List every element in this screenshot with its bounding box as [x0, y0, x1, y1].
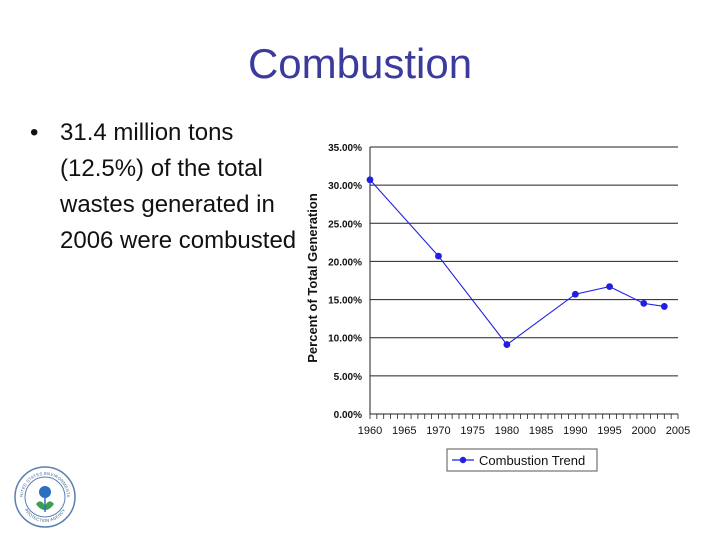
y-tick-label: 20.00% [328, 257, 362, 268]
y-tick-label: 35.00% [328, 143, 362, 154]
epa-seal-logo: UNITED STATES ENVIRONMENTAL PROTECTION A… [14, 466, 76, 528]
data-point [435, 252, 442, 260]
y-tick-label: 30.00% [328, 181, 362, 192]
data-point [503, 341, 511, 348]
chart-series [366, 176, 668, 348]
x-tick-label: 1990 [563, 425, 587, 437]
x-tick-label: 1980 [495, 425, 519, 437]
x-tick-label: 1970 [426, 425, 450, 437]
legend-label: Combustion Trend [479, 453, 585, 468]
slide-title: Combustion [247, 40, 473, 87]
chart-axes: 0.00% 5.00% 10.00% 15.00% 20.00% 25.00% 30.00%… [328, 143, 690, 437]
chart-grid [370, 146, 678, 415]
x-tick-label: 2005 [666, 425, 690, 437]
x-tick-label: 1975 [460, 425, 484, 437]
data-point [640, 299, 648, 307]
legend-marker [459, 456, 467, 464]
data-point [366, 176, 374, 184]
legend-box [446, 448, 598, 472]
x-tick-label: 1965 [392, 425, 416, 437]
data-point [606, 283, 613, 291]
bullet-dot: • [30, 119, 39, 146]
series-line [369, 179, 665, 346]
y-tick-label: 15.00% [328, 296, 362, 307]
data-point [660, 303, 668, 310]
x-tick-label: 2000 [632, 425, 656, 437]
x-tick-label: 1960 [358, 425, 382, 437]
x-tick-label: 1985 [529, 425, 553, 437]
y-axis-label: Percent of Total Generation [305, 193, 320, 363]
bullet-text: 31.4 million tons (12.5%) of the total w… [60, 119, 297, 254]
data-point [571, 290, 579, 298]
chart-legend: Combustion Trend [446, 448, 598, 472]
x-tick-label: 1995 [597, 425, 621, 437]
y-tick-label: 5.00% [334, 372, 362, 383]
y-tick-label: 10.00% [328, 334, 362, 345]
y-tick-label: 25.00% [328, 219, 362, 230]
y-tick-label: 0.00% [334, 410, 362, 421]
